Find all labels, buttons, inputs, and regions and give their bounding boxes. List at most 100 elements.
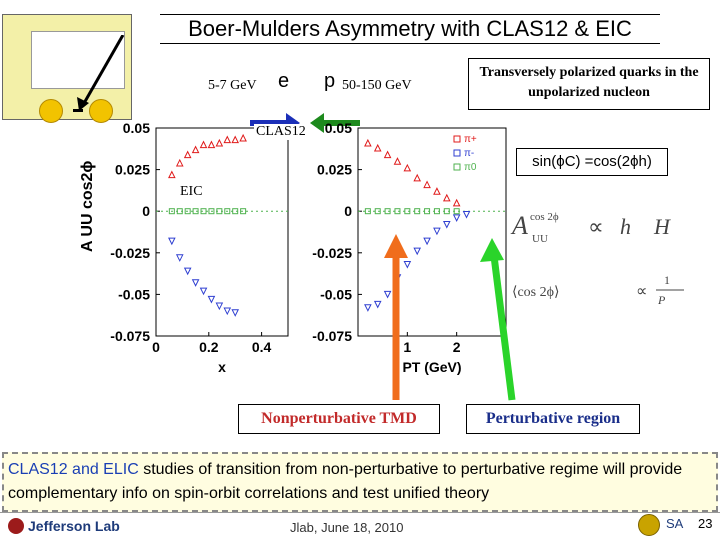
x-tick-label: 0 [152,339,160,355]
sin-relation-phi-c: ϕ [556,153,565,170]
thumbnail-arrow [77,35,125,111]
data-point-piminus [373,300,382,309]
legend-label: π- [464,148,474,159]
chart-frame-0 [155,127,289,337]
data-point-piplus [207,140,216,149]
data-point-piplus [199,140,208,149]
seal-icon [638,514,660,536]
data-point-piminus [403,260,412,269]
data-point-piminus [423,237,431,246]
data-point-piminus [442,221,451,229]
data-point-piminus [183,267,192,276]
x-tick-label: 0.4 [252,339,272,355]
svg-text:P: P [657,293,666,307]
y-tick-label: -0.075 [312,328,352,344]
formula-graphics: A cos 2ϕ UU ∝ h H ⟨cos 2ϕ⟩ ∝ 1 P [510,211,684,307]
footer-page-prefix: SA [666,516,684,531]
x-tick-label: 0.2 [199,339,219,355]
data-point-pizero [433,208,440,215]
y-tick-label: -0.025 [110,245,150,261]
data-point-piminus [168,237,176,246]
data-point-piplus [223,135,232,144]
beam-arrows [250,113,360,133]
data-point-pizero [240,208,247,215]
data-point-pizero [384,208,391,215]
data-point-piplus [175,158,184,167]
data-point-piminus [199,287,208,296]
data-point-piplus [433,187,441,195]
data-point-piplus [231,135,240,144]
spin-icon-left [39,99,63,123]
data-point-piplus [383,150,392,159]
transverse-box: Transversely polarized quarks in the unp… [468,58,710,110]
data-point-piplus [442,193,451,202]
data-point-piminus [223,307,232,316]
data-point-piplus [168,170,176,179]
data-point-piplus [364,138,372,147]
y-tick-label: 0.05 [325,120,352,136]
svg-text:h: h [620,214,631,239]
legend-marker [453,149,461,157]
legend-marker [453,135,461,143]
x-axis-label: x [218,359,226,375]
data-point-piminus [364,304,372,312]
data-point-pizero [453,208,460,215]
data-point-piplus [373,143,382,152]
data-point-pizero [424,208,431,215]
data-point-pizero [208,208,215,215]
proton-label: p [324,70,336,92]
data-point-piplus [239,133,247,142]
chart-frame-1 [357,127,507,337]
data-point-piminus [413,247,422,256]
svg-text:H: H [653,214,671,239]
svg-text:⟨cos 2ϕ⟩: ⟨cos 2ϕ⟩ [512,285,559,300]
svg-text:UU: UU [532,233,548,245]
data-point-piminus [231,309,240,317]
spin-icon-right [89,99,113,123]
data-point-piplus [423,180,431,189]
footer-center: Jlab, June 18, 2010 [290,520,404,535]
data-point-pizero [374,208,381,215]
eic-label: EIC [178,184,205,200]
data-point-piplus [452,198,461,207]
data-point-pizero [404,208,411,215]
data-point-piminus [433,227,441,236]
data-point-pizero [168,208,175,215]
sin-relation-phi-h: ϕ [630,153,639,170]
data-point-piminus [383,290,392,299]
y-tick-label: 0.025 [115,162,150,178]
data-point-piminus [462,211,471,219]
data-point-piplus [403,163,412,172]
y-axis-label: A UU cos2ϕ [79,161,96,252]
jlab-logo-icon [8,518,24,534]
svg-text:cos 2ϕ: cos 2ϕ [530,211,559,223]
summary-highlight: CLAS12 and ELIC [8,461,139,478]
proton-energy: 50-150 GeV [342,78,412,93]
nonperturbative-label: Nonperturbative TMD [238,404,440,434]
y-tick-label: -0.05 [320,286,352,302]
data-point-pizero [200,208,207,215]
data-point-pizero [216,208,223,215]
electron-energy: 5-7 GeV [208,78,257,93]
data-point-piminus [207,295,216,304]
data-point-pizero [176,208,183,215]
svg-text:∝: ∝ [636,283,647,300]
summary-box [2,452,718,512]
footer-logo: Jefferson Lab [28,518,120,534]
sin-relation: sin(ϕC) =cos(2ϕh) [516,148,668,176]
data-point-pizero [414,208,421,215]
data-point-piplus [183,150,192,159]
x-tick-label: 1 [403,339,411,355]
data-point-pizero [232,208,239,215]
data-point-pizero [443,208,450,215]
svg-text:∝: ∝ [588,214,604,239]
data-point-pizero [192,208,199,215]
thumbnail-panel [2,14,132,123]
data-point-piplus [413,173,422,182]
summary-rest: studies of transition from non-perturbat… [8,461,683,502]
x-tick-label: 2 [453,339,461,355]
legend-label: π+ [464,134,477,145]
y-tick-label: 0.025 [317,162,352,178]
sin-relation-suffix: h) [638,153,652,170]
